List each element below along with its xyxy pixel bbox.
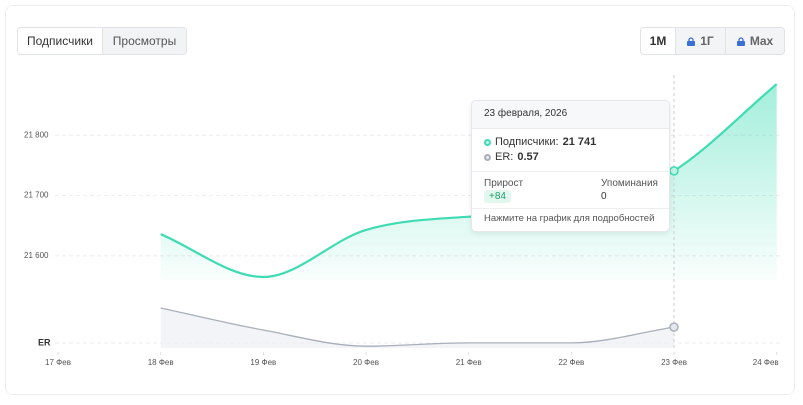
area	[160, 84, 777, 280]
tooltip-label: ER:	[495, 151, 514, 163]
tooltip-value: 0.57	[517, 151, 539, 163]
hover-point	[669, 322, 679, 332]
tooltip-label: Подписчики:	[495, 136, 559, 148]
er-axis-label: ER	[38, 337, 51, 347]
x-tick-label: 20 Фев	[353, 358, 379, 367]
period-button[interactable]: 1Г	[676, 28, 726, 54]
x-tick-label: 22 Фев	[558, 358, 584, 367]
period-button[interactable]: 1М	[641, 28, 676, 54]
period-label: Max	[749, 34, 774, 48]
tooltip: 23 февраля, 2026 Подписчики: 21 741 ER: …	[471, 100, 670, 232]
area	[160, 308, 675, 348]
period-group: 1М 1Г Max	[640, 27, 785, 55]
card	[5, 5, 795, 395]
period-button[interactable]: Max	[726, 28, 784, 54]
legend-dot	[484, 153, 491, 161]
divider	[472, 208, 669, 209]
x-tick-label: 19 Фев	[250, 358, 276, 367]
stat-value: +84	[484, 190, 511, 203]
x-tick-label: 21 Фев	[456, 358, 482, 367]
hover-point	[669, 166, 679, 176]
y-tick-label: 21 800	[24, 130, 49, 139]
tooltip-row: ER: 0.57	[484, 151, 539, 163]
y-tick-label: 21 700	[24, 191, 49, 200]
tooltip-row: Подписчики: 21 741	[484, 136, 596, 148]
lock-icon	[687, 36, 696, 46]
legend-dot	[484, 138, 491, 146]
stat-label: Прирост	[484, 178, 524, 189]
tooltip-hint: Нажмите на график для подробностей	[484, 213, 655, 224]
stat-value: 0	[601, 191, 607, 202]
period-label: 1Г	[700, 34, 714, 48]
tab[interactable]: Подписчики	[18, 28, 103, 54]
stat-label: Упоминания	[601, 178, 658, 189]
x-tick-label: 17 Фев	[45, 358, 71, 367]
lock-icon	[736, 36, 745, 46]
tooltip-date: 23 февраля, 2026	[472, 101, 669, 129]
tab-group: Подписчики Просмотры	[17, 27, 187, 55]
tooltip-value: 21 741	[562, 136, 597, 148]
x-tick-label: 18 Фев	[148, 358, 174, 367]
line	[160, 307, 675, 347]
x-tick-label: 24 Фев	[753, 358, 779, 367]
x-tick-label: 23 Фев	[661, 358, 687, 367]
y-tick-label: 21 600	[24, 251, 49, 260]
divider	[472, 171, 669, 172]
tab[interactable]: Просмотры	[103, 28, 186, 54]
